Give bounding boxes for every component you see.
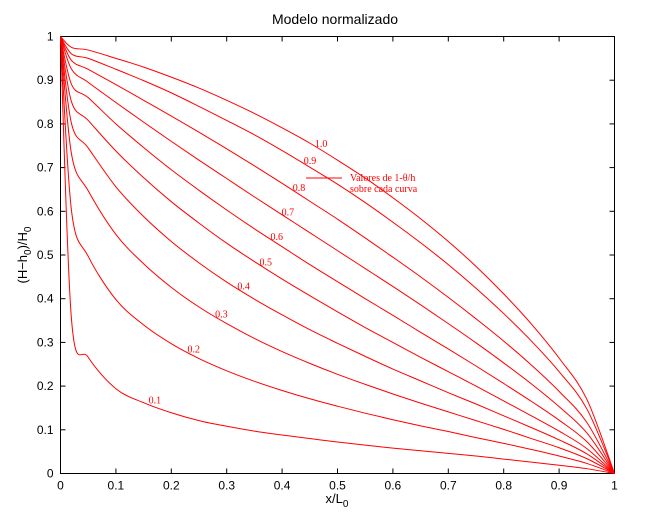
y-tick-label: 0.6 [37,204,54,218]
y-tick-label: 0.8 [37,117,54,131]
x-tick-label: 1 [611,479,618,493]
curve-0.7 [60,36,615,474]
curve-label-0.4: 0.4 [237,281,250,292]
x-axis-label-main: x/L [326,491,343,506]
curve-label-0.6: 0.6 [271,232,284,243]
y-tick-label: 0.3 [37,335,54,349]
x-axis-label: x/L0 [326,491,349,510]
curves [60,36,615,474]
curve-label-0.7: 0.7 [282,207,295,218]
x-tick-label: 0.3 [218,479,235,493]
x-axis-label-subscript: 0 [343,499,349,510]
curve-label-0.8: 0.8 [293,183,306,194]
x-axis: 0 0.1 0.2 0.3 0.4 0.5 0.6 0.7 0.8 0.9 1 [57,36,618,493]
curve-0.4 [60,36,615,474]
curve-0.9 [60,36,615,474]
y-tick-label: 0.5 [37,248,54,262]
legend-line-2: sobre cada curva [350,184,418,195]
curve-label-0.5: 0.5 [259,258,272,269]
y-axis-label-subscript-1: 0 [23,249,34,255]
curve-label-0.9: 0.9 [304,156,317,167]
x-tick-label: 0.6 [385,479,402,493]
curve-0.2 [60,36,615,474]
x-tick-label: 0.2 [163,479,180,493]
curve-label-1.0: 1.0 [315,139,328,150]
curve-0.5 [60,36,615,474]
y-axis: 0 0.1 0.2 0.3 0.4 0.5 0.6 0.7 0.8 0.9 1 [37,30,615,481]
x-tick-label: 0.1 [108,479,125,493]
y-tick-label: 0.7 [37,161,54,175]
curve-0.8 [60,36,615,474]
y-tick-label: 1 [47,30,54,44]
y-tick-label: 0.2 [37,379,54,393]
y-tick-label: 0 [47,467,54,481]
x-tick-label: 0.8 [495,479,512,493]
x-tick-label: 0.4 [274,479,291,493]
x-tick-label: 0.7 [440,479,457,493]
curve-0.1 [60,36,615,474]
curve-labels: 0.1 0.2 0.3 0.4 0.5 0.6 0.7 0.8 0.9 1.0 [149,139,328,407]
curve-label-0.2: 0.2 [187,345,200,356]
y-tick-label: 0.1 [37,423,54,437]
x-tick-label: 0 [57,479,64,493]
curve-0.6 [60,36,615,474]
chart-title: Modelo normalizado [272,11,398,27]
curve-label-0.3: 0.3 [215,309,228,320]
y-axis-label-part-2: )/H [15,232,30,249]
curve-1.0 [60,36,615,474]
curve-0.3 [60,36,615,474]
legend-line-1: Valores de 1-θ/h [350,173,415,184]
y-tick-label: 0.9 [37,73,54,87]
y-axis-label-subscript-2: 0 [23,226,34,232]
y-axis-label: (H−h0)/H0 [15,226,34,283]
curve-label-0.1: 0.1 [149,396,162,407]
x-tick-label: 0.9 [551,479,568,493]
y-axis-label-part-1: (H−h [15,255,30,284]
x-tick-label: 0.5 [329,479,346,493]
y-tick-label: 0.4 [37,292,54,306]
legend: Valores de 1-θ/h sobre cada curva [306,173,418,195]
